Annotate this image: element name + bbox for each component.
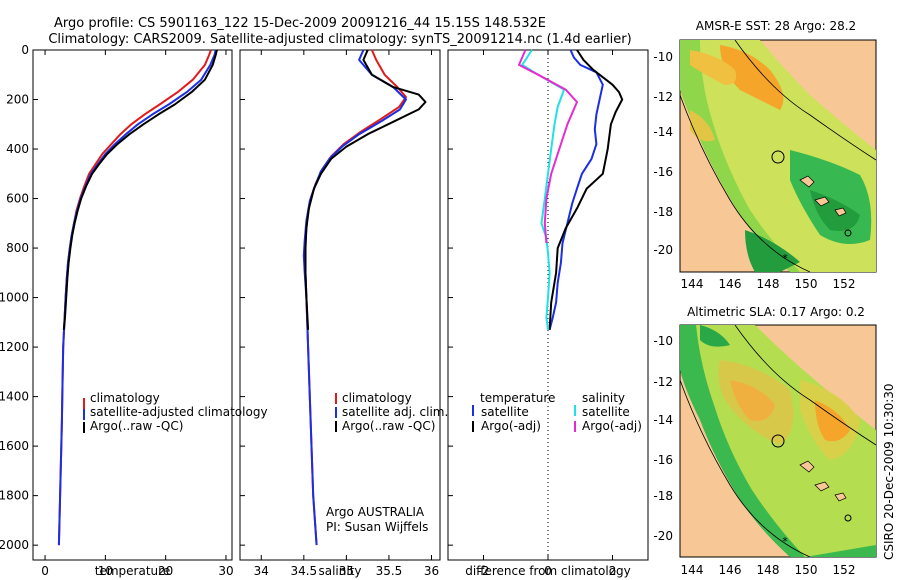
legend-climatology: climatology [90,391,160,405]
sst-map: * [679,39,877,273]
y-tick-label: 1000 [0,291,29,305]
legend-argo: Argo(..raw -QC) [90,419,183,433]
temperature-panel: 0 10 20 30 0 200 400 600 800 1000 1200 1400 1600 1800… [0,43,234,578]
x-tick-label: 35.5 [376,564,403,578]
legend-sal-argo: Argo(..raw -QC) [342,419,435,433]
y-tick-label: 1200 [0,340,29,354]
map2-xtick: 150 [795,563,818,577]
map1-title: AMSR-E SST: 28 Argo: 28.2 [696,19,856,33]
map2-ytick: -14 [653,413,673,427]
y-tick-label: 200 [6,93,29,107]
map1-xtick: 152 [833,277,856,291]
x-tick-label: 36 [424,564,439,578]
x-tick-label: 35 [339,564,354,578]
y-tick-label: 400 [6,142,29,156]
legend-satellite-adjusted: satellite-adjusted climatology [90,405,268,419]
legend-header-salinity: salinity [582,391,625,405]
series-temperature-argo-adj- [548,49,624,330]
temperature-axes-frame [32,49,233,561]
series-climatology [303,49,407,546]
x-tick-label: 34 [254,564,269,578]
map1-ytick: -20 [653,243,673,257]
map2-ytick: -18 [653,489,673,503]
series-climatology [57,49,212,546]
difference-legend: temperature satellite Argo(-adj) salinit… [472,391,642,433]
map2-xticks: 144 146 148 150 152 [681,563,856,577]
temperature-xlabel: temperature [95,564,170,578]
series-argo-raw-qc- [304,49,427,330]
map2-ytick: -20 [653,529,673,543]
legend-sal-satellite: satellite adj. clim. [342,405,448,419]
x-tick-label: 0 [544,564,552,578]
temperature-legend: climatology satellite-adjusted climatolo… [83,391,268,433]
map1-ytick: -18 [653,205,673,219]
map1-xtick: 148 [757,277,780,291]
y-tick-label: 1600 [0,439,29,453]
map2-marker-icon: * [782,535,788,548]
series-satellite-adjusted-climatology [57,49,217,546]
legend-temp-satellite: satellite [481,405,529,419]
legend-sal-climatology: climatology [342,391,412,405]
map1-yticks: -10 -12 -14 -16 -18 -20 [653,50,673,257]
legend-sal-argo-diff: Argo(-adj) [582,419,642,433]
argo-pi: PI: Susan Wijffels [326,520,428,534]
x-tick-label: 30 [218,564,233,578]
map1-ytick: -10 [653,50,673,64]
legend-sal-satellite-diff: satellite [582,405,630,419]
map1-ytick: -14 [653,125,673,139]
argo-org: Argo AUSTRALIA [326,505,425,519]
header-line1: Argo profile: CS 5901163_122 15-Dec-2009… [54,16,546,31]
map2-xtick: 152 [833,563,856,577]
map2-xtick: 148 [757,563,780,577]
x-tick-label: 0 [41,564,49,578]
map2-xtick: 144 [681,563,704,577]
map2-ytick: -12 [653,375,673,389]
salinity-legend: climatology satellite adj. clim. Argo(..… [326,391,448,534]
salinity-panel: 34 34.5 35 35.5 36 salinity [239,49,441,578]
x-tick-label: 34.5 [290,564,317,578]
salinity-xlabel: salinity [318,564,361,578]
map2-ytick: -10 [653,334,673,348]
legend-temp-argo: Argo(-adj) [481,419,541,433]
x-tick-label: 2 [609,564,617,578]
y-tick-label: 0 [21,43,29,57]
legend-header-temperature: temperature [480,391,555,405]
map2-yticks: -10 -12 -14 -16 -18 -20 [653,334,673,543]
map1-xticks: 144 146 148 150 152 [681,277,856,291]
x-tick-label: 10 [98,564,113,578]
y-tick-label: 800 [6,241,29,255]
csiro-stamp: CSIRO 20-Dec-2009 10:30:30 [882,383,896,560]
y-tick-label: 1800 [0,489,29,503]
map2-title: Altimetric SLA: 0.17 Argo: 0.2 [687,305,865,319]
series-salinity-argo-adj- [518,49,578,244]
x-tick-label: 20 [158,564,173,578]
map1-xtick: 144 [681,277,704,291]
map1-marker-icon: * [782,252,788,265]
map2-xtick: 146 [719,563,742,577]
map1-xtick: 146 [719,277,742,291]
series-temperature-satellite [548,49,604,331]
sla-map: * [679,324,877,558]
map2-ytick: -16 [653,453,673,467]
series-satellite-adj-clim- [302,49,407,546]
series-argo-raw-qc- [62,49,218,330]
map1-ytick: -16 [653,165,673,179]
y-tick-label: 1400 [0,390,29,404]
map1-ytick: -12 [653,90,673,104]
difference-xlabel: difference from climatology [465,564,631,578]
x-tick-label: -2 [477,564,489,578]
y-tick-label: 600 [6,192,29,206]
salinity-axes-frame [239,49,441,561]
header-line2: Climatology: CARS2009. Satellite-adjuste… [48,32,631,47]
y-tick-label: 2000 [0,538,29,552]
map1-xtick: 150 [795,277,818,291]
